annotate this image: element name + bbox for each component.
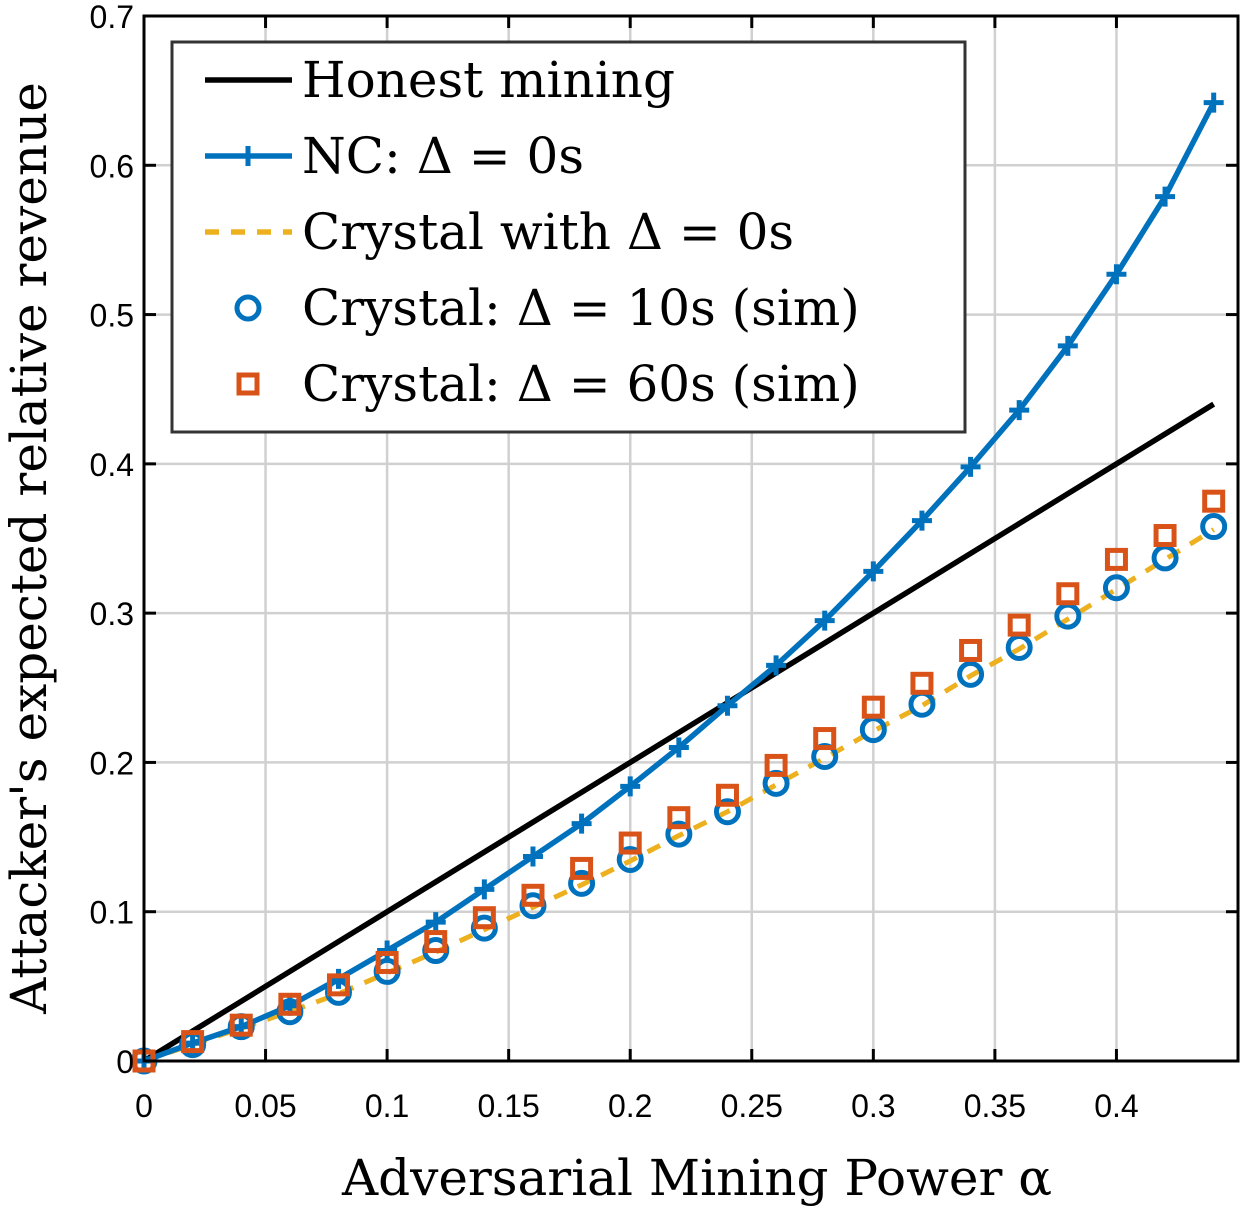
plus-marker [571,813,592,834]
series-2 [143,527,1215,1064]
square-marker [278,992,302,1016]
series-0 [142,401,1216,1064]
series-line [142,401,1216,1064]
circle-marker [713,798,741,826]
circle-marker [1200,513,1228,541]
x-tick-label: 0.35 [964,1088,1026,1124]
plus-marker [522,846,543,867]
plus-marker [814,610,835,631]
square-marker [618,831,642,855]
square-marker [229,1013,253,1037]
x-tick-label: 0.3 [851,1088,895,1124]
y-tick-label: 0.4 [90,447,134,483]
plus-marker [620,776,641,797]
plus-marker [474,879,495,900]
plus-marker [1203,92,1224,113]
square-marker [236,372,260,396]
legend-label: Crystal: Δ = 60s (sim) [302,355,860,413]
square-marker [472,906,496,930]
legend: Honest mining NC: Δ = 0s Crystal with Δ = … [170,40,967,434]
legend-entry: Crystal: Δ = 10s (sim) [234,279,860,337]
plus-marker [960,456,981,477]
series-layer [130,92,1228,1075]
legend-entry: NC: Δ = 0s [205,127,584,185]
circle-marker [1054,602,1082,630]
plus-marker [1057,335,1078,356]
x-axis-label: Adversarial Mining Power α [341,1149,1052,1207]
x-tick-label: 0.2 [608,1088,652,1124]
square-marker [1202,489,1226,513]
series-4 [132,489,1226,1073]
square-marker [424,930,448,954]
circle-marker [908,690,936,718]
square-marker [861,695,885,719]
square-marker [326,973,350,997]
square-marker [1104,547,1128,571]
x-tick-label: 0.1 [365,1088,409,1124]
y-tick-label: 0 [116,1044,134,1080]
square-marker [570,856,594,880]
legend-label: Crystal: Δ = 10s (sim) [302,279,860,337]
y-tick-label: 0.5 [90,298,134,334]
square-marker [1056,582,1080,606]
legend-label: Honest mining [302,51,675,109]
plus-marker [668,737,689,758]
circle-marker [568,869,596,897]
y-tick-label: 0.1 [90,895,134,931]
plus-marker [238,146,258,166]
square-marker [813,727,837,751]
y-tick-label: 0.2 [90,745,134,781]
square-marker [521,883,545,907]
plus-marker [863,561,884,582]
square-marker [375,950,399,974]
circle-marker [957,660,985,688]
square-marker [667,806,691,830]
ticks: 0 0.05 0.1 0.15 0.2 0.25 0.3 0.35 0.4 0 0.1 0.2 0.3 0… [90,0,1238,1124]
plot-frame [142,14,1240,1063]
plus-marker [1009,400,1030,421]
x-tick-label: 0.4 [1094,1088,1138,1124]
y-tick-label: 0.3 [90,596,134,632]
legend-box [170,40,967,434]
square-marker [959,638,983,662]
y-axis-label: Attacker's expected relative revenue [0,82,58,1015]
circle-marker [1102,574,1130,602]
legend-entry: Crystal: Δ = 60s (sim) [236,355,860,413]
circle-marker [665,820,693,848]
square-marker [1153,524,1177,548]
legend-entry: Honest mining [205,51,675,109]
y-tick-label: 0.6 [90,148,134,184]
legend-label: Crystal with Δ = 0s [302,203,794,261]
plus-marker [425,912,446,933]
circle-marker [616,845,644,873]
x-tick-label: 0.25 [721,1088,783,1124]
y-tick-label: 0.7 [90,0,134,35]
square-marker [764,753,788,777]
square-marker [910,671,934,695]
square-marker [1007,613,1031,637]
square-marker [715,783,739,807]
plus-marker [766,655,787,676]
square-marker [181,1030,205,1054]
x-tick-label: 0 [135,1088,153,1124]
circle-marker [234,294,262,322]
legend-entry: Crystal with Δ = 0s [205,203,794,261]
legend-label: NC: Δ = 0s [302,127,584,185]
x-tick-label: 0.05 [234,1088,296,1124]
circle-marker [1151,544,1179,572]
series-line [143,527,1215,1064]
plus-marker [717,695,738,716]
plus-marker [377,940,398,961]
plus-marker [911,510,932,531]
plus-marker [1155,186,1176,207]
x-tick-label: 0.15 [478,1088,540,1124]
plus-marker [1106,264,1127,285]
